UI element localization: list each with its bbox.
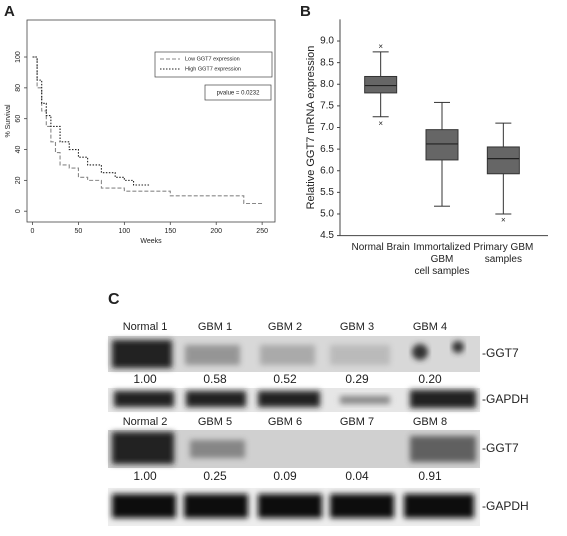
y-axis-label: % Survival — [5, 104, 12, 138]
band-ratio: 0.04 — [345, 469, 369, 483]
x-tick-label: 200 — [210, 228, 222, 235]
lane-label: Normal 2 — [123, 416, 168, 428]
x-tick-label: 250 — [256, 228, 268, 235]
legend-label: Low GGT7 expression — [185, 56, 240, 62]
control-label: -GAPDH — [482, 499, 529, 513]
survival-curve — [32, 56, 151, 186]
band-ratio: 0.09 — [273, 469, 297, 483]
y-tick-label: 8.5 — [320, 57, 334, 68]
band-ratio: 0.52 — [273, 372, 297, 386]
lane-label: GBM 6 — [268, 416, 302, 428]
y-tick-label: 60 — [15, 115, 22, 123]
x-tick-label: Normal Brain — [351, 241, 410, 253]
outlier: × — [378, 119, 383, 128]
target-label: -GGT7 — [482, 441, 519, 455]
box — [364, 75, 398, 94]
y-tick-label: 4.5 — [320, 230, 334, 241]
band-ratio: 0.20 — [418, 372, 442, 386]
panel-label: C — [108, 291, 120, 308]
survival-curve — [32, 56, 263, 205]
target-label: -GGT7 — [482, 346, 519, 360]
y-tick-label: 6.5 — [320, 144, 334, 155]
legend-box — [154, 51, 273, 78]
y-tick-label: 0 — [15, 209, 22, 213]
y-tick-label: 20 — [15, 176, 22, 184]
x-axis-label: Weeks — [140, 238, 162, 245]
lane-label: GBM 3 — [340, 321, 374, 333]
outlier: × — [501, 216, 506, 225]
lane-label: GBM 1 — [198, 321, 232, 333]
y-tick-label: 5.5 — [320, 187, 334, 198]
panel-label: A — [4, 3, 15, 20]
lane-label: GBM 4 — [413, 321, 447, 333]
x-tick-label: Immortalized GBM cell samples — [413, 241, 471, 277]
lane-label: Normal 1 — [123, 321, 168, 333]
outlier: × — [378, 42, 383, 51]
y-axis-label: Relative GGT7 mRNA expression — [305, 46, 317, 210]
y-tick-label: 40 — [15, 146, 22, 154]
lane-label: GBM 8 — [413, 416, 447, 428]
box — [425, 129, 459, 161]
panel-label: B — [300, 3, 311, 20]
x-tick-label: 0 — [31, 228, 35, 235]
band-ratio: 1.00 — [133, 469, 157, 483]
x-tick-label: Primary GBM samples — [473, 241, 534, 265]
band-ratio: 0.91 — [418, 469, 442, 483]
x-tick-label: 100 — [119, 228, 131, 235]
lane-label: GBM 2 — [268, 321, 302, 333]
band-ratio: 1.00 — [133, 372, 157, 386]
y-tick-label: 7.0 — [320, 122, 334, 133]
x-tick-label: 150 — [164, 228, 176, 235]
y-tick-label: 100 — [15, 51, 22, 63]
y-tick-label: 7.5 — [320, 101, 334, 112]
lane-label: GBM 5 — [198, 416, 232, 428]
y-tick-label: 8.0 — [320, 79, 334, 90]
y-tick-label: 6.0 — [320, 165, 334, 176]
y-tick-label: 80 — [15, 84, 22, 92]
annotation-box — [204, 84, 272, 101]
lane-label: GBM 7 — [340, 416, 374, 428]
band-ratio: 0.29 — [345, 372, 369, 386]
box — [486, 146, 520, 175]
annotation: pvalue = 0.0232 — [217, 91, 261, 97]
legend-label: High GGT7 expression — [185, 66, 241, 72]
y-tick-label: 9.0 — [320, 36, 334, 47]
blot-images — [108, 336, 480, 526]
x-tick-label: 50 — [75, 228, 83, 235]
band-ratio: 0.25 — [203, 469, 227, 483]
y-tick-label: 5.0 — [320, 209, 334, 220]
band-ratio: 0.58 — [203, 372, 227, 386]
control-label: -GAPDH — [482, 392, 529, 406]
plot-frame — [26, 19, 276, 223]
